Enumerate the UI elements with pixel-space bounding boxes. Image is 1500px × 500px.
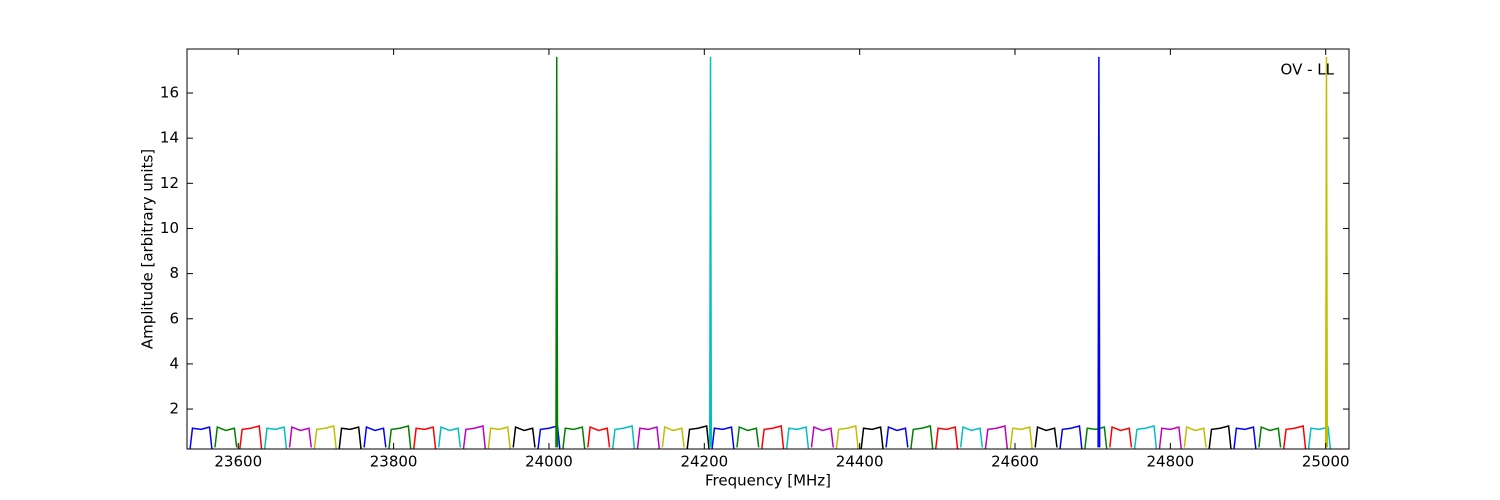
x-tick-label: 23600 (214, 453, 262, 471)
y-tick-label: 16 (160, 84, 179, 102)
annotation: OV - LL (1281, 61, 1335, 79)
y-tick-label: 14 (160, 129, 179, 147)
series-line (338, 426, 362, 449)
series-line (555, 56, 559, 448)
series-line (661, 426, 685, 448)
x-tick-label: 25000 (1302, 453, 1350, 471)
x-tick-label: 24000 (525, 453, 573, 471)
x-tick-label: 24400 (836, 453, 884, 471)
x-tick-label: 24800 (1146, 453, 1194, 471)
series-line (1258, 426, 1282, 448)
x-axis-label: Frequency [MHz] (705, 472, 831, 490)
series-line (1133, 425, 1158, 449)
x-tick-label: 24600 (991, 453, 1039, 471)
series-line (935, 426, 959, 449)
x-tick-label: 23800 (370, 453, 418, 471)
series-line (313, 425, 337, 449)
series-line (1034, 426, 1058, 448)
y-tick-label: 10 (160, 219, 179, 237)
x-tick-label: 24200 (680, 453, 728, 471)
series-line (910, 425, 934, 449)
series-line (810, 426, 834, 448)
series-line (1009, 426, 1033, 449)
series-line (711, 426, 735, 449)
series-line (1324, 56, 1328, 448)
series-line (263, 426, 288, 449)
series-line (835, 425, 859, 449)
series-line (761, 425, 785, 449)
y-tick-label: 6 (169, 309, 179, 327)
series-line (487, 426, 511, 449)
series-line (708, 56, 713, 448)
series-line (1158, 426, 1182, 449)
series-line (239, 425, 263, 449)
plot-frame (186, 48, 1350, 450)
series-line (1307, 426, 1332, 449)
series-line (1084, 426, 1108, 449)
series-line (1183, 426, 1207, 448)
series-line (636, 426, 661, 449)
y-tick-label: 4 (169, 354, 179, 372)
series-line (437, 426, 462, 448)
series-line (388, 425, 412, 449)
plot-area (189, 56, 1332, 449)
series-line (611, 425, 636, 449)
series-line (785, 426, 810, 449)
series-line (189, 426, 213, 449)
series-line (885, 426, 909, 448)
series-line (512, 426, 536, 448)
series-line (562, 426, 586, 449)
series-line (959, 426, 984, 448)
series-line (462, 425, 487, 449)
series-line (1059, 425, 1083, 449)
series-line (1109, 426, 1133, 448)
y-tick-label: 2 (169, 400, 179, 418)
series-line (214, 426, 238, 448)
series-line (860, 426, 884, 449)
series-line (288, 426, 313, 448)
series-line (413, 426, 437, 449)
y-tick-label: 8 (169, 264, 179, 282)
series-line (1208, 425, 1232, 449)
series-line (736, 426, 760, 448)
y-tick-label: 12 (160, 174, 179, 192)
series-line (686, 425, 710, 449)
series-line (587, 426, 611, 448)
y-axis-label: Amplitude [arbitrary units] (139, 149, 157, 349)
series-line (984, 425, 1008, 449)
series-line (1233, 426, 1257, 449)
series-line (1097, 56, 1101, 448)
series-line (363, 426, 387, 448)
series-line (1283, 425, 1307, 449)
series-line (537, 425, 561, 449)
